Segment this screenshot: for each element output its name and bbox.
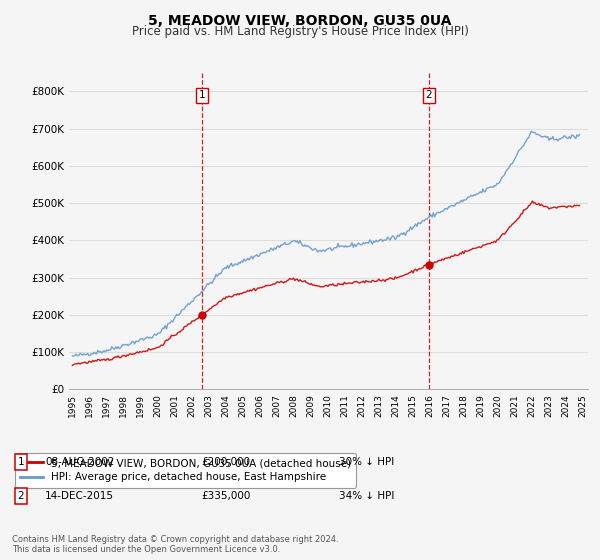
Text: 14-DEC-2015: 14-DEC-2015 xyxy=(45,491,114,501)
Text: £335,000: £335,000 xyxy=(201,491,250,501)
Text: 30% ↓ HPI: 30% ↓ HPI xyxy=(339,457,394,467)
Text: 08-AUG-2002: 08-AUG-2002 xyxy=(45,457,115,467)
Text: 34% ↓ HPI: 34% ↓ HPI xyxy=(339,491,394,501)
Text: 2: 2 xyxy=(17,491,25,501)
Text: 1: 1 xyxy=(199,90,205,100)
Text: £200,000: £200,000 xyxy=(201,457,250,467)
Text: Contains HM Land Registry data © Crown copyright and database right 2024.
This d: Contains HM Land Registry data © Crown c… xyxy=(12,535,338,554)
Legend: 5, MEADOW VIEW, BORDON, GU35 0UA (detached house), HPI: Average price, detached : 5, MEADOW VIEW, BORDON, GU35 0UA (detach… xyxy=(14,453,356,488)
Text: 5, MEADOW VIEW, BORDON, GU35 0UA: 5, MEADOW VIEW, BORDON, GU35 0UA xyxy=(148,14,452,28)
Text: 1: 1 xyxy=(17,457,25,467)
Text: 2: 2 xyxy=(425,90,432,100)
Text: Price paid vs. HM Land Registry's House Price Index (HPI): Price paid vs. HM Land Registry's House … xyxy=(131,25,469,38)
